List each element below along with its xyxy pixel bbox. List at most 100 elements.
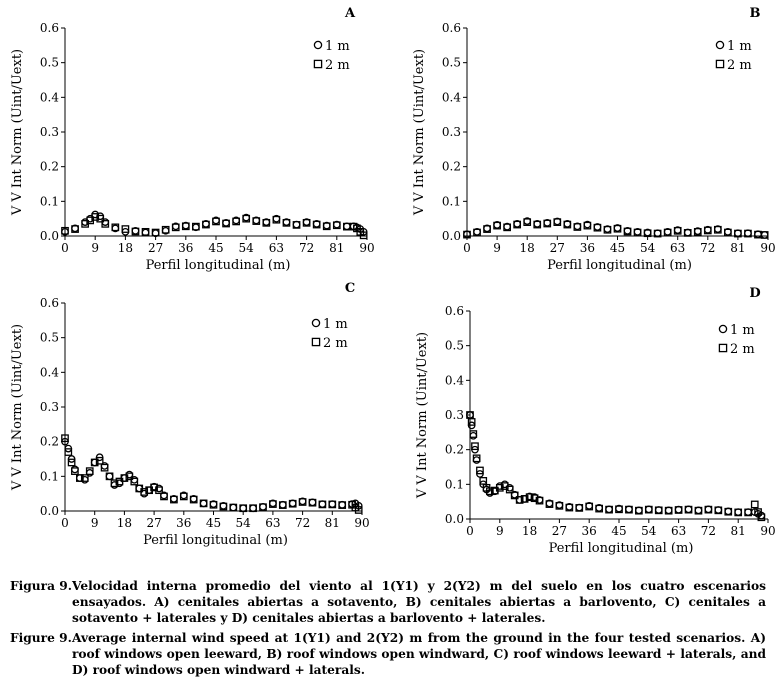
- chart-c-xtick-label: 81: [325, 516, 340, 530]
- chart-c-point-2m: [80, 474, 89, 482]
- chart-b-xtick-label: 54: [640, 241, 656, 255]
- chart-d-point-2m: [535, 496, 544, 505]
- chart-a-point-2m: [141, 227, 150, 236]
- chart-a-point-2m: [171, 223, 180, 232]
- chart-a-point-2m: [312, 220, 321, 229]
- chart-b-point-2m: [613, 224, 622, 233]
- caption-spanish-text: Velocidad interna promedio del viento al…: [72, 579, 766, 625]
- chart-b-ytick-label: 0.6: [442, 21, 461, 35]
- chart-a-point-2m: [252, 217, 261, 225]
- chart-b-ytick-label: 0.2: [442, 160, 461, 174]
- chart-a-point-2m: [202, 220, 210, 229]
- caption-english-label: Figure 9.: [10, 631, 72, 645]
- chart-b-ytick-label: 0.0: [442, 229, 461, 243]
- chart-b-point-1m: [760, 231, 769, 239]
- caption-english-text: Average internal wind speed at 1(Y1) and…: [72, 631, 766, 677]
- chart-c-series-2m: [61, 434, 363, 514]
- chart-c-point-2m: [209, 500, 218, 509]
- chart-a-point-2m: [282, 218, 291, 227]
- chart-d-point-2m: [615, 505, 623, 514]
- chart-d-panel-letter: D: [749, 286, 760, 301]
- figure-9-charts: 0.0 0.1 0.2 0.3 0.4 0.5 0.6 0 9 18 27 36 45 54 63 72 81 9…: [10, 6, 776, 556]
- chart-c-xtick-label: 63: [265, 516, 280, 530]
- chart-a-point-2m: [302, 218, 311, 227]
- chart-a-point-2m: [61, 226, 69, 235]
- chart-a-xtick-label: 36: [178, 241, 193, 255]
- chart-d-point-2m: [654, 506, 663, 515]
- chart-a-xtick-label: 45: [208, 241, 223, 255]
- chart-b-legend-label: 1 m: [727, 39, 752, 54]
- chart-c-ytick-label: 0.1: [40, 469, 59, 483]
- chart-c-point-2m: [85, 467, 94, 475]
- chart-a-xtick-label: 81: [329, 241, 344, 255]
- chart-d-point-2m: [704, 505, 713, 514]
- chart-c-point-2m: [354, 506, 363, 514]
- chart-b-xtick-label: 9: [493, 241, 501, 255]
- chart-b-point-2m: [734, 229, 742, 238]
- chart-c-point-2m: [189, 495, 198, 504]
- chart-b-point-2m: [663, 228, 672, 237]
- chart-c-point-2m: [140, 488, 149, 496]
- chart-d-xtick-label: 90: [760, 524, 775, 538]
- chart-d-point-2m: [684, 505, 693, 514]
- chart-c-xlabel: Perfil longitudinal (m): [143, 533, 288, 548]
- chart-c-xtick-label: 36: [176, 516, 191, 530]
- chart-a-series-1m: [61, 210, 368, 238]
- chart-a-point-2m: [332, 221, 341, 230]
- chart-c-point-2m: [120, 474, 129, 482]
- chart-c-point-2m: [170, 495, 178, 504]
- chart-b-ylabel: V V Int Norm (Uint/Uext): [412, 49, 427, 216]
- chart-d-xtick-label: 0: [466, 524, 474, 538]
- chart-a-ytick-label: 0.4: [40, 90, 59, 104]
- chart-d-point-1m: [469, 431, 478, 440]
- chart-c-point-2m: [90, 458, 99, 467]
- chart-d-point-2m: [575, 504, 584, 512]
- chart-d-xtick-label: 72: [701, 524, 716, 538]
- chart-a-point-2m: [101, 220, 110, 228]
- chart-a-point-2m: [359, 231, 368, 240]
- chart-d-legend-label: 2 m: [730, 342, 755, 357]
- chart-d-xtick-label: 36: [582, 524, 597, 538]
- chart-d-point-2m: [515, 496, 524, 504]
- chart-d-ytick-label: 0.1: [445, 477, 464, 491]
- chart-d-point-2m: [486, 487, 494, 496]
- chart-b-point-2m: [523, 218, 532, 226]
- chart-d-point-2m: [545, 500, 554, 508]
- chart-a-point-2m: [111, 223, 120, 232]
- chart-c-xtick-label: 27: [146, 516, 161, 530]
- chart-d-point-2m: [750, 500, 759, 509]
- chart-b-point-2m: [563, 220, 572, 229]
- chart-b-xtick-label: 90: [760, 241, 775, 255]
- chart-b-xtick-label: 72: [700, 241, 715, 255]
- chart-b-point-2m: [493, 221, 501, 230]
- chart-d-point-2m: [467, 418, 476, 426]
- chart-c-point-2m: [179, 492, 188, 501]
- caption-english: Figure 9.Average internal wind speed at …: [10, 630, 770, 678]
- chart-d-point-2m: [734, 508, 743, 517]
- chart-c-point-2m: [298, 498, 307, 506]
- chart-b-xtick-label: 36: [580, 241, 595, 255]
- chart-b-ytick-label: 0.1: [442, 194, 461, 208]
- chart-a-point-2m: [272, 215, 281, 224]
- chart-c-point-2m: [269, 500, 277, 508]
- chart-a-point-2m: [131, 227, 140, 236]
- chart-c-legend-label: 1 m: [323, 317, 348, 332]
- chart-a-point-2m: [222, 219, 230, 228]
- chart-c-point-2m: [67, 458, 76, 467]
- chart-a-point-2m: [181, 222, 190, 231]
- chart-b-point-2m: [583, 221, 592, 230]
- chart-d-point-2m: [472, 454, 481, 463]
- chart-a-ytick-label: 0.2: [40, 160, 59, 174]
- chart-b-xtick-label: 0: [463, 241, 471, 255]
- chart-a-ytick-label: 0.5: [40, 56, 59, 70]
- chart-a-ytick-label: 0.3: [40, 125, 59, 139]
- chart-d-point-2m: [555, 501, 564, 510]
- chart-b-point-2m: [744, 229, 752, 238]
- chart-a-point-2m: [192, 222, 200, 231]
- chart-d-point-2m: [510, 491, 519, 500]
- chart-b-legend-marker-square: [715, 59, 725, 69]
- chart-d-point-2m: [625, 505, 633, 514]
- chart-b-xtick-label: 81: [730, 241, 745, 255]
- chart-a-point-2m: [292, 221, 301, 229]
- chart-b-point-2m: [760, 231, 769, 239]
